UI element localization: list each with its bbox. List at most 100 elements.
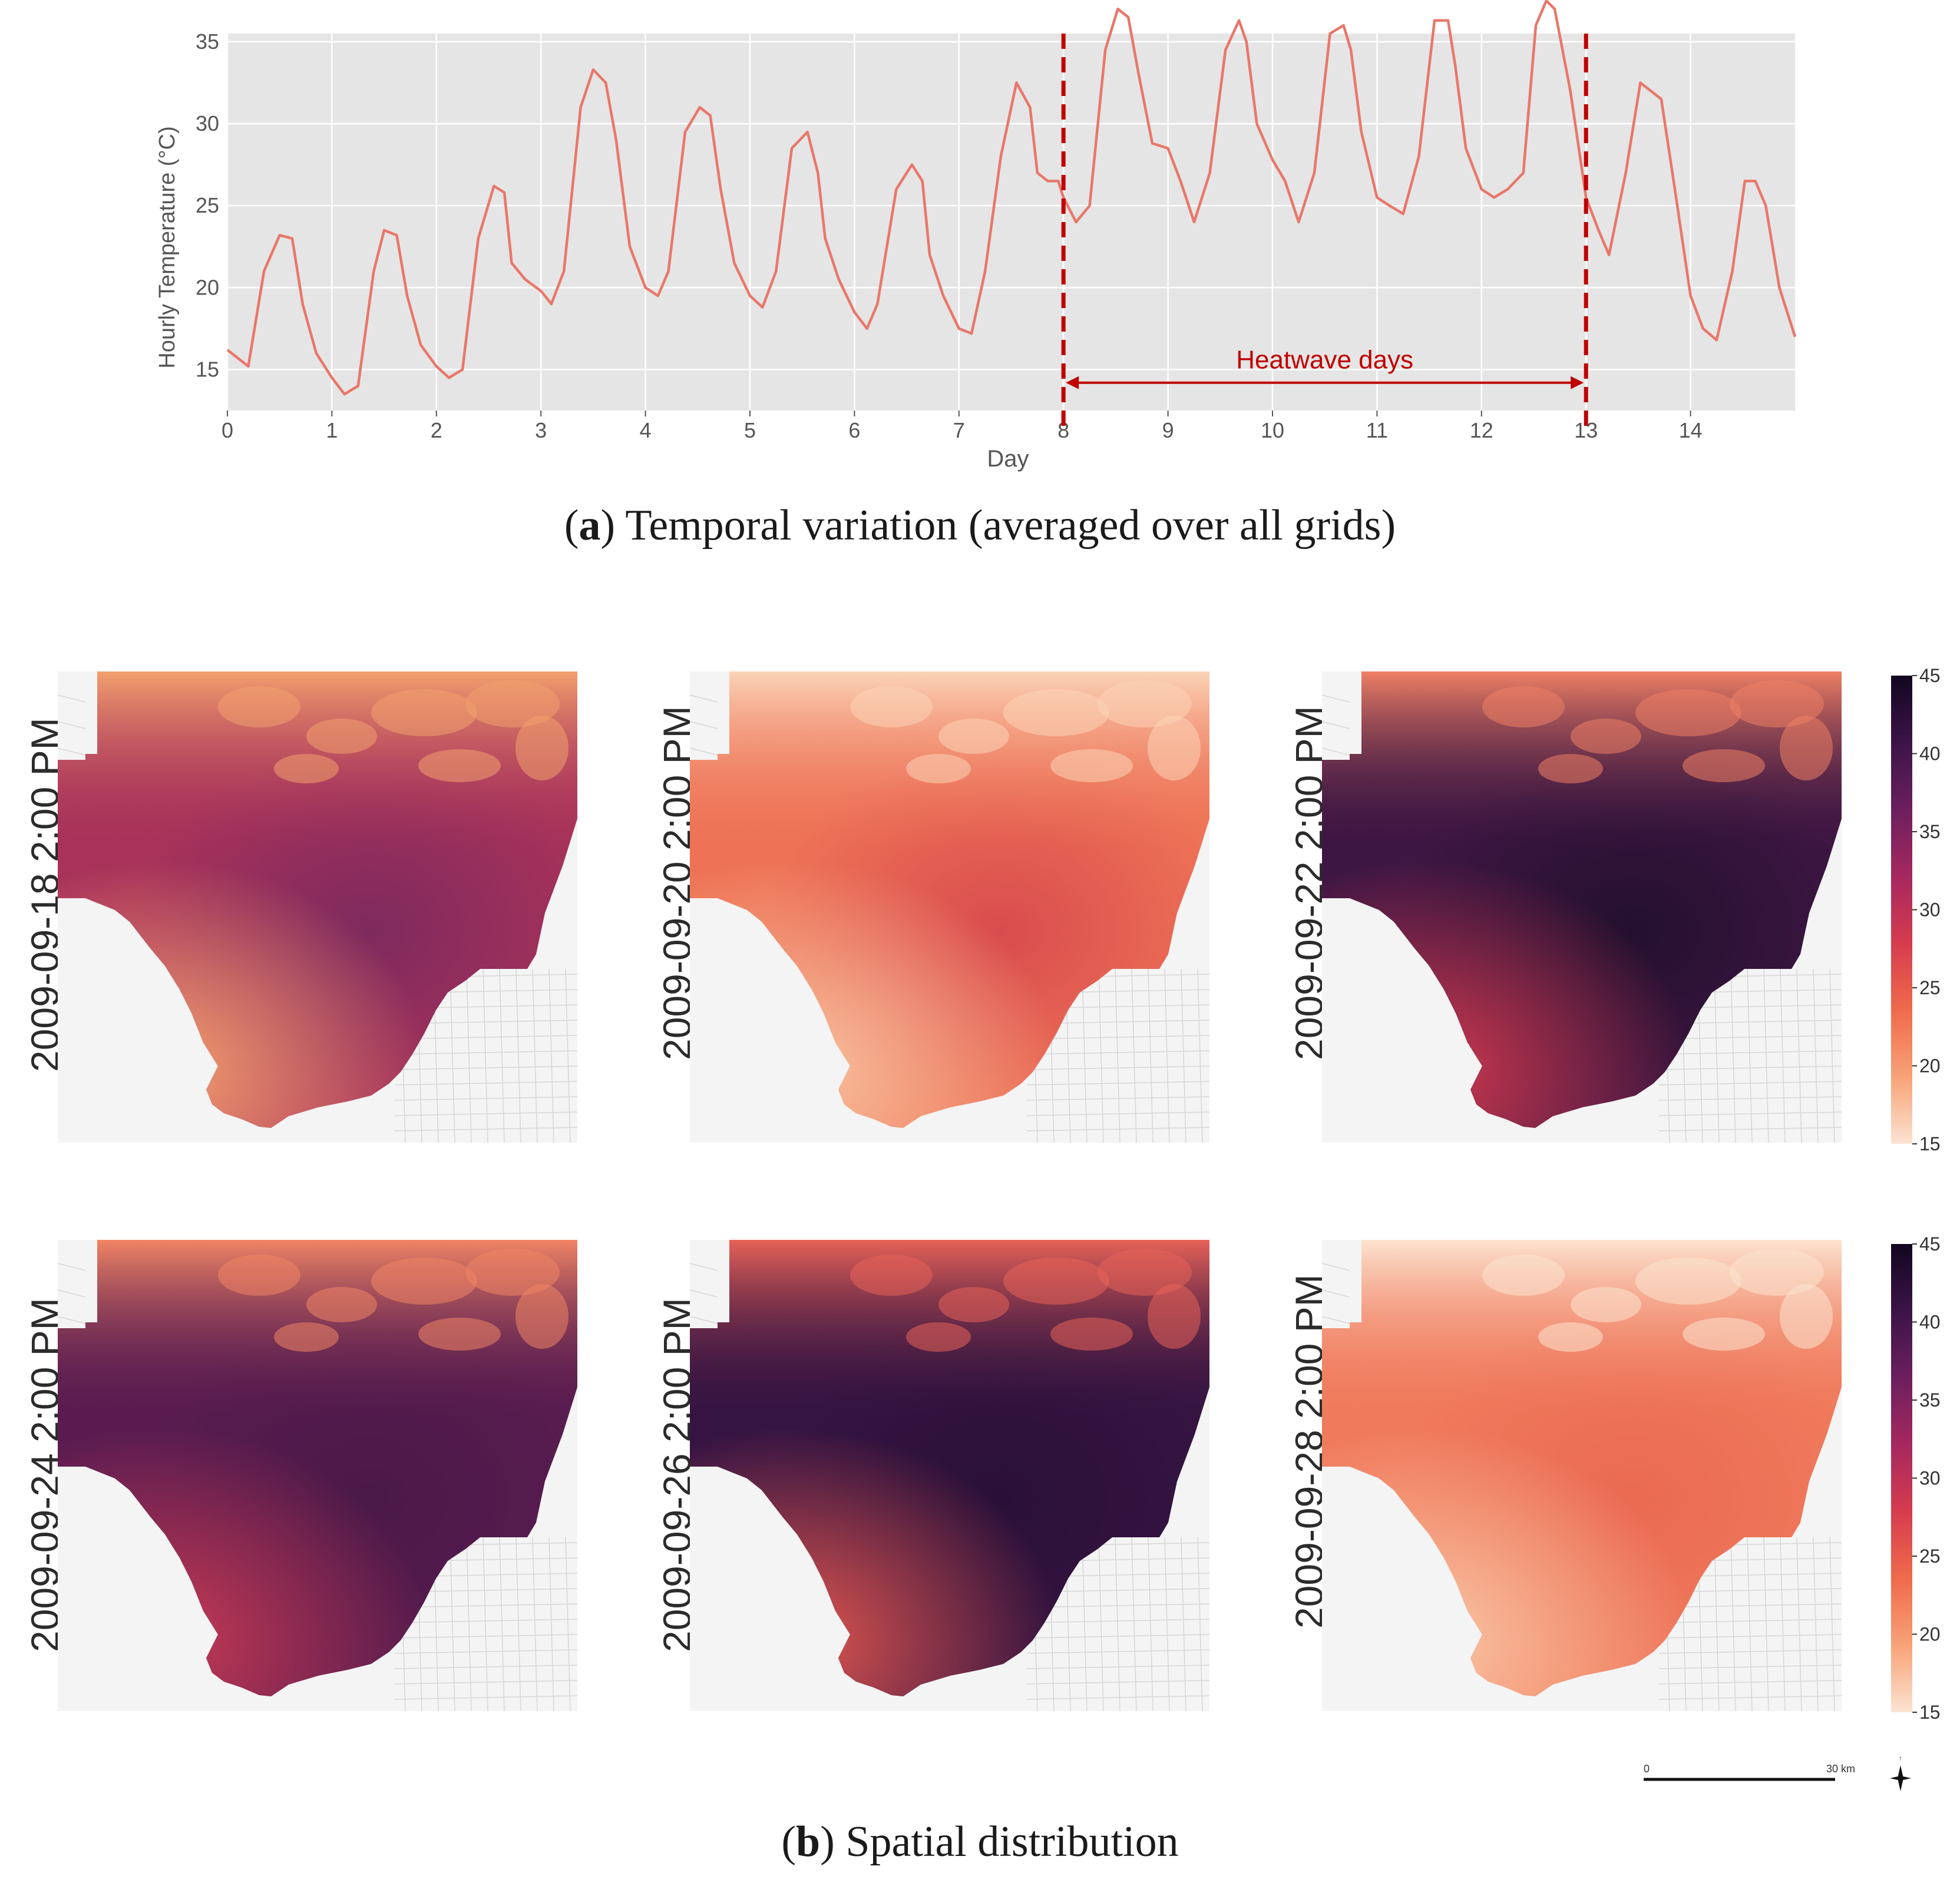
y-tick-label: 20 bbox=[196, 275, 219, 299]
x-tick-label: 0 bbox=[222, 418, 233, 442]
mountain-ridge bbox=[274, 754, 339, 783]
colorbar-tick-label: 35 bbox=[1919, 821, 1941, 842]
colorbar-tick-label: 25 bbox=[1919, 977, 1941, 998]
mountain-ridge bbox=[1098, 680, 1192, 727]
mountain-ridge bbox=[938, 1287, 1009, 1322]
panel-a-letter: a bbox=[579, 501, 601, 550]
x-tick-label: 10 bbox=[1261, 418, 1284, 442]
mountain-ridge bbox=[1683, 1318, 1765, 1351]
x-tick-label: 6 bbox=[848, 418, 860, 442]
colorbar-tick-label: 35 bbox=[1919, 1389, 1941, 1411]
heat-map bbox=[689, 671, 1210, 1143]
mountain-ridge bbox=[1683, 749, 1765, 782]
y-tick-label: 25 bbox=[196, 193, 219, 217]
basemap-streets bbox=[1321, 694, 1842, 1143]
x-tick-label: 9 bbox=[1162, 418, 1174, 442]
mountain-ridge bbox=[371, 1258, 477, 1305]
heat-map bbox=[57, 671, 578, 1143]
colorbar-tick-label: 30 bbox=[1919, 899, 1941, 921]
map-panel-5: 2009-09-26 2:00 PM bbox=[644, 1240, 1239, 1711]
temperature-series-line bbox=[226, 0, 1797, 396]
y-axis-label: Hourly Temperature (°C) bbox=[155, 126, 180, 369]
mountain-ridge bbox=[274, 1322, 339, 1352]
colorbar-tick-label: 30 bbox=[1919, 1468, 1941, 1489]
mountain-ridge bbox=[1050, 1318, 1133, 1351]
colorbar-tick-label: 20 bbox=[1919, 1624, 1941, 1645]
mountain-ridge bbox=[465, 1249, 560, 1296]
mountain-ridge bbox=[1780, 1284, 1833, 1349]
svg-text:↑: ↑ bbox=[1899, 1754, 1902, 1762]
map-panel-3: 2009-09-22 2:00 PM bbox=[1276, 671, 1871, 1143]
x-tick-label: 14 bbox=[1679, 418, 1703, 442]
mountain-ridge bbox=[850, 686, 933, 727]
mountain-ridge bbox=[1148, 1284, 1201, 1349]
mountain-ridge bbox=[306, 719, 377, 754]
mountain-ridge bbox=[1003, 1258, 1109, 1305]
mountain-ridge bbox=[1635, 689, 1741, 736]
x-tick-label: 4 bbox=[640, 418, 652, 442]
arrow-left-icon bbox=[1066, 376, 1079, 389]
panel-b-caption-text: ) Spatial distribution bbox=[820, 1818, 1179, 1866]
mountain-ridge bbox=[1538, 1322, 1603, 1352]
mountain-ridge bbox=[1730, 1249, 1824, 1296]
heat-map bbox=[57, 1240, 578, 1711]
mountain-ridge bbox=[1571, 719, 1641, 754]
y-tick-label: 30 bbox=[196, 111, 219, 135]
x-tick-label: 7 bbox=[953, 418, 965, 442]
y-tick-label: 35 bbox=[196, 29, 219, 54]
scale-bar-end: 30 km bbox=[1826, 1763, 1855, 1775]
colorbar-1: 15 20 25 30 35 40 45 bbox=[1891, 669, 1941, 1152]
mountain-ridge bbox=[1098, 1249, 1192, 1296]
panel-a-caption: (a) Temporal variation (averaged over al… bbox=[564, 501, 1396, 550]
x-tick-label: 8 bbox=[1057, 418, 1069, 442]
plot-area bbox=[227, 34, 1795, 411]
scale-bar: 0 30 km bbox=[1644, 1763, 1855, 1781]
mountain-ridge bbox=[1148, 716, 1201, 780]
map-panel-1: 2009-09-18 2:00 PM bbox=[12, 671, 607, 1143]
colorbar-2: 15 20 25 30 35 40 45 bbox=[1891, 1237, 1941, 1720]
x-axis-label: Day bbox=[987, 446, 1029, 472]
y-tick-label: 15 bbox=[196, 357, 219, 381]
x-tick-label: 3 bbox=[535, 418, 547, 442]
temperature-line-chart: Hourly Temperature (°C) Day 0 1 2 3 4 5 6 7 8 9 10… bbox=[155, 0, 1797, 472]
mountain-ridge bbox=[1538, 754, 1603, 783]
mountain-ridge bbox=[1482, 1255, 1565, 1296]
colorbar-tick-label: 25 bbox=[1919, 1546, 1941, 1567]
heat-map bbox=[1321, 671, 1842, 1143]
mountain-ridge bbox=[218, 1255, 300, 1296]
x-tick-label: 2 bbox=[431, 418, 442, 442]
mountain-ridge bbox=[371, 689, 477, 736]
colorbar-tick-label: 45 bbox=[1919, 669, 1941, 686]
scale-bar-start: 0 bbox=[1644, 1763, 1650, 1775]
map-panel-2: 2009-09-20 2:00 PM bbox=[644, 671, 1239, 1143]
map-panel-6: 2009-09-28 2:00 PM bbox=[1276, 1240, 1871, 1711]
north-arrow-icon: ↑ bbox=[1890, 1754, 1911, 1791]
colorbar-tick-label: 15 bbox=[1919, 1702, 1941, 1720]
mountain-ridge bbox=[465, 680, 560, 727]
mountain-ridge bbox=[515, 1284, 569, 1349]
heatwave-annotation-label: Heatwave days bbox=[1236, 346, 1413, 375]
mountain-ridge bbox=[906, 1322, 971, 1352]
mountain-ridge bbox=[850, 1255, 933, 1296]
colorbar-tick-label: 40 bbox=[1919, 1312, 1941, 1333]
x-tick-label: 1 bbox=[326, 418, 338, 442]
mountain-ridge bbox=[418, 1318, 501, 1351]
mountain-ridge bbox=[1050, 749, 1133, 782]
colorbar-tick-label: 20 bbox=[1919, 1056, 1941, 1077]
arrow-right-icon bbox=[1571, 376, 1584, 389]
mountain-ridge bbox=[1780, 716, 1833, 780]
colorbar-tick-label: 15 bbox=[1919, 1133, 1941, 1152]
mountain-ridge bbox=[1003, 689, 1109, 736]
mountain-ridge bbox=[1635, 1258, 1741, 1305]
colorbar-gradient bbox=[1891, 676, 1912, 1144]
mountain-ridge bbox=[306, 1287, 377, 1322]
panel-a-caption-text: ) Temporal variation (averaged over all … bbox=[600, 501, 1396, 550]
mountain-ridge bbox=[1730, 680, 1824, 727]
basemap-streets bbox=[689, 1263, 1210, 1711]
heat-map bbox=[1321, 1240, 1842, 1711]
heat-map bbox=[689, 1240, 1210, 1711]
mountain-ridge bbox=[1571, 1287, 1641, 1322]
mountain-ridge bbox=[515, 716, 569, 780]
panel-b-letter: b bbox=[796, 1818, 821, 1866]
x-tick-label: 12 bbox=[1470, 418, 1493, 442]
